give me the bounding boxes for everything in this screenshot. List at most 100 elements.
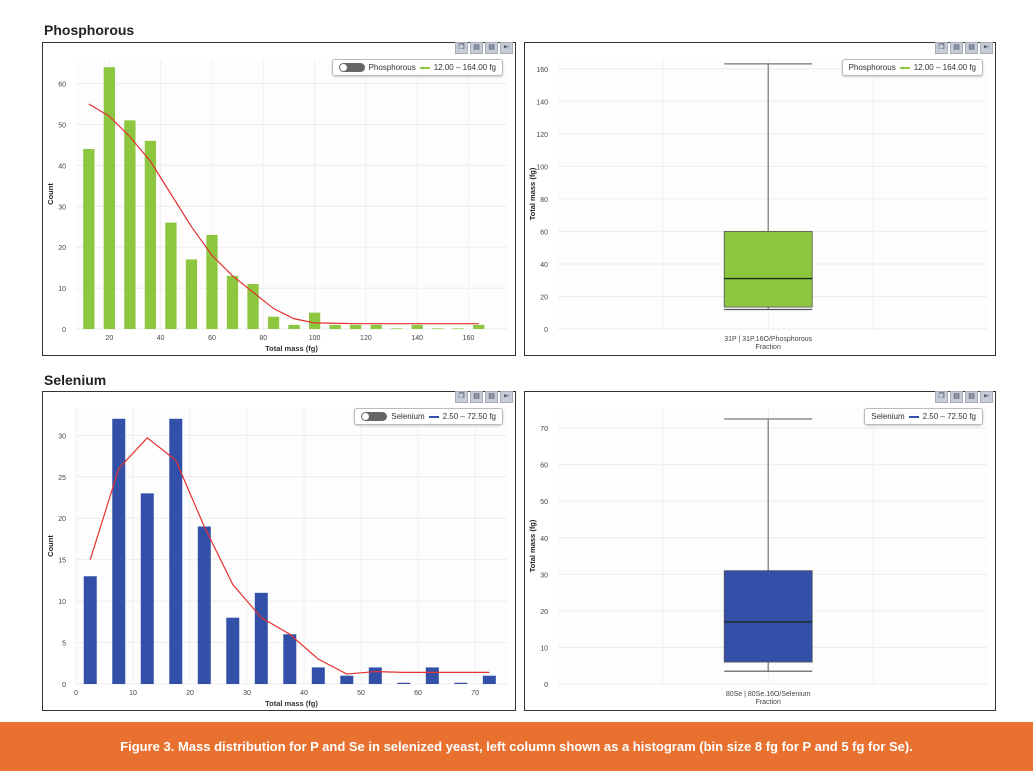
y-tick-label: 30 [540,572,548,579]
histogram-bar [370,324,382,329]
section-title-phosphorous: Phosphorous [44,22,135,38]
histogram-bar [169,418,183,684]
histogram-bar [411,324,423,329]
chart-svg: 0 10 20 30 40 50 60 Count 20 40 60 80 100 120 140 160 To… [46,59,507,353]
y-tick-label: 70 [540,426,548,433]
x-tick-label: 20 [105,335,113,342]
series-toggle[interactable] [338,63,365,72]
y-tick-label: 25 [58,475,66,482]
box-iqr [723,231,813,308]
histogram-bar [397,682,411,684]
chart-svg: 0 5 10 15 20 25 30 Count 0 10 20 30 40 50 60 70 Total ma… [46,408,507,708]
x-tick-label: 120 [360,335,372,342]
collapse-icon[interactable]: ⇤ [500,42,513,54]
y-tick-label: 120 [536,132,548,139]
legend[interactable]: Phosphorous 12.00 – 164.00 fg [331,59,503,76]
histogram-bar [185,259,198,329]
copy-icon[interactable]: ❐ [455,391,468,403]
legend: Phosphorous 12.00 – 164.00 fg [841,59,983,76]
save-icon[interactable]: ▤ [470,391,483,403]
y-tick-label: 60 [540,229,548,236]
y-tick-label: 30 [58,204,66,211]
y-tick-label: 40 [58,163,66,170]
x-axis-label: Total mass (fg) [265,699,318,708]
legend-swatch [419,66,430,69]
copy-icon[interactable]: ❐ [455,42,468,54]
y-tick-label: 20 [540,294,548,301]
save-icon[interactable]: ▤ [950,42,963,54]
histogram-bar [140,493,154,684]
y-tick-label: 60 [540,463,548,470]
histogram-bar [124,120,136,329]
y-tick-label: 15 [58,558,66,565]
series-toggle[interactable] [361,412,388,421]
x-tick-label: 60 [414,690,422,697]
y-tick-label: 0 [62,327,66,334]
chart-svg: 0 10 20 30 40 50 60 70 Total mass (fg) 80Se | 80S… [528,408,987,706]
collapse-icon[interactable]: ⇤ [980,391,993,403]
histogram-bar [425,667,439,684]
y-tick-label: 0 [62,682,66,689]
x-tick-label: 0 [74,690,78,697]
export-icon[interactable]: ▤ [485,42,498,54]
y-tick-label: 30 [58,433,66,440]
export-icon[interactable]: ▤ [485,391,498,403]
y-tick-label: 140 [536,99,548,106]
legend: Selenium 2.50 – 72.50 fg [864,408,983,425]
histogram-bar [197,526,211,684]
legend-name: Phosphorous [368,63,416,72]
box-iqr [723,570,813,663]
y-tick-label: 40 [540,536,548,543]
histogram-bar [112,418,126,684]
histogram-bar [482,675,496,684]
histogram-bar [247,284,259,329]
legend[interactable]: Selenium 2.50 – 72.50 fg [354,408,503,425]
legend-swatch [908,415,919,418]
save-icon[interactable]: ▤ [950,391,963,403]
export-icon[interactable]: ▤ [965,42,978,54]
y-tick-label: 80 [540,197,548,204]
histogram-bar [226,275,239,329]
histogram-bar [454,682,468,684]
histogram-bar [432,328,444,329]
y-tick-label: 10 [540,645,548,652]
legend-range: 2.50 – 72.50 fg [442,412,496,421]
histogram-bar [83,149,95,329]
legend-swatch [428,415,439,418]
copy-icon[interactable]: ❐ [935,391,948,403]
collapse-icon[interactable]: ⇤ [980,42,993,54]
legend-range: 2.50 – 72.50 fg [922,412,976,421]
y-tick-label: 100 [536,164,548,171]
histogram-bar [254,592,268,684]
y-tick-label: 20 [540,609,548,616]
x-category-label: 80Se | 80Se.16O/Selenium [726,691,811,698]
histogram-bar [391,328,403,329]
section-title-selenium: Selenium [44,372,107,388]
legend-range: 12.00 – 164.00 fg [913,63,976,72]
histogram-bar [144,140,157,329]
x-tick-label: 60 [208,335,216,342]
histogram-bar [308,312,321,329]
collapse-icon[interactable]: ⇤ [500,391,513,403]
y-tick-label: 10 [58,599,66,606]
fit-curve [88,103,479,325]
x-tick-label: 40 [300,690,308,697]
x-tick-label: 40 [157,335,165,342]
export-icon[interactable]: ▤ [965,391,978,403]
save-icon[interactable]: ▤ [470,42,483,54]
histogram-bar [288,324,300,329]
y-tick-label: 10 [58,286,66,293]
y-tick-label: 20 [58,245,66,252]
x-axis-label: Fraction [756,344,781,351]
y-tick-label: 50 [540,499,548,506]
y-axis-label: Total mass (fg) [528,167,537,220]
x-axis-label: Total mass (fg) [265,344,318,353]
y-tick-label: 160 [536,67,548,74]
selenium-histogram: 0 5 10 15 20 25 30 Count 0 10 20 30 40 50 60 70 Total ma… [42,391,516,711]
x-axis-label: Fraction [756,699,781,706]
x-tick-label: 80 [259,335,267,342]
copy-icon[interactable]: ❐ [935,42,948,54]
y-axis-label: Count [46,183,55,205]
phosphorous-boxplot: 0 20 40 60 80 100 120 140 160 Total mass (fg) 31P … [524,42,996,356]
x-tick-label: 50 [357,690,365,697]
